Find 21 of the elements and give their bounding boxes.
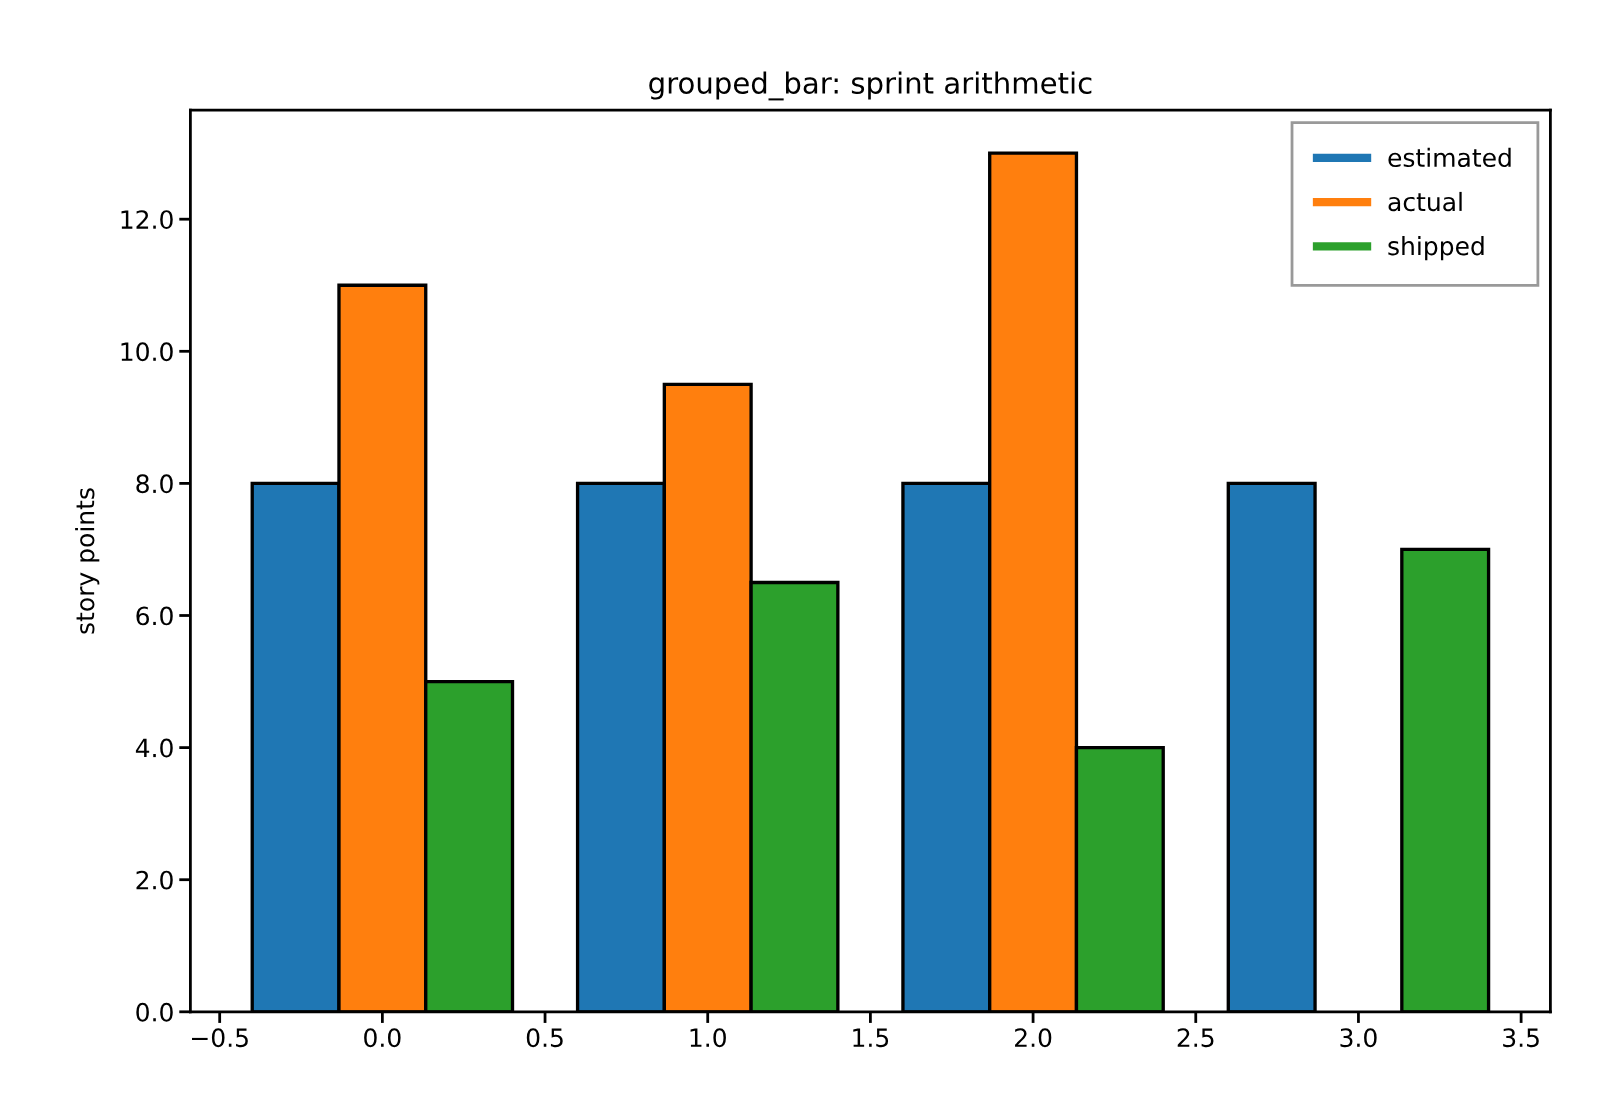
y-tick-label: 0.0 (136, 1002, 173, 1022)
x-tick-label: 0.0 (364, 1028, 401, 1048)
x-tick-label: 0.5 (526, 1028, 563, 1048)
y-tick-label: 12.0 (121, 210, 173, 230)
legend-label: actual (1388, 191, 1462, 212)
chart-title: grouped_bar: sprint arithmetic (649, 71, 1092, 101)
x-tick-label: −0.5 (191, 1028, 248, 1048)
x-tick-label: 3.5 (1503, 1028, 1539, 1048)
x-tick-label: 3.0 (1340, 1028, 1377, 1048)
x-tick-label: 1.5 (853, 1028, 889, 1048)
y-tick-label: 8.0 (136, 474, 173, 494)
y-axis-title: story points (75, 488, 100, 634)
x-tick-label: 2.5 (1177, 1028, 1214, 1048)
y-tick-label: 6.0 (136, 606, 173, 626)
legend-label: shipped (1388, 236, 1484, 261)
x-tick-label: 2.0 (1015, 1028, 1052, 1048)
y-tick-label: 4.0 (135, 738, 173, 758)
y-tick-label: 2.0 (136, 870, 173, 890)
y-tick-label: 10.0 (121, 342, 173, 362)
legend-label: estimated (1388, 147, 1511, 168)
x-tick-label: 1.0 (690, 1028, 726, 1048)
